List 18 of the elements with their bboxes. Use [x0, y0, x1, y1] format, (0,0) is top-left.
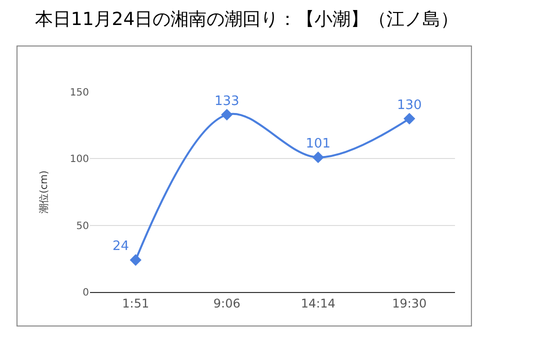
point	[130, 254, 142, 266]
data-label: 24	[112, 239, 130, 254]
point	[312, 151, 324, 164]
data-label: 130	[396, 98, 422, 113]
data-label: 101	[306, 136, 331, 152]
point	[404, 112, 416, 125]
y-tick-label: 0	[82, 288, 89, 298]
data-label: 133	[214, 94, 240, 109]
y-tick-label: 50	[76, 220, 89, 232]
y-axis-title: 潮位(cm)	[38, 170, 50, 214]
y-tick-label: 100	[70, 154, 89, 166]
x-tick-label: 9:06	[213, 296, 240, 310]
y-tick-label: 150	[70, 88, 89, 98]
x-tick-label: 14:14	[300, 296, 336, 310]
x-tick-label: 1:51	[122, 296, 150, 310]
point	[221, 108, 233, 121]
x-tick-label: 19:30	[392, 296, 427, 310]
chart-title: 本日11月24日の湘南の潮回り：【小潮】（江ノ島）	[34, 8, 459, 30]
